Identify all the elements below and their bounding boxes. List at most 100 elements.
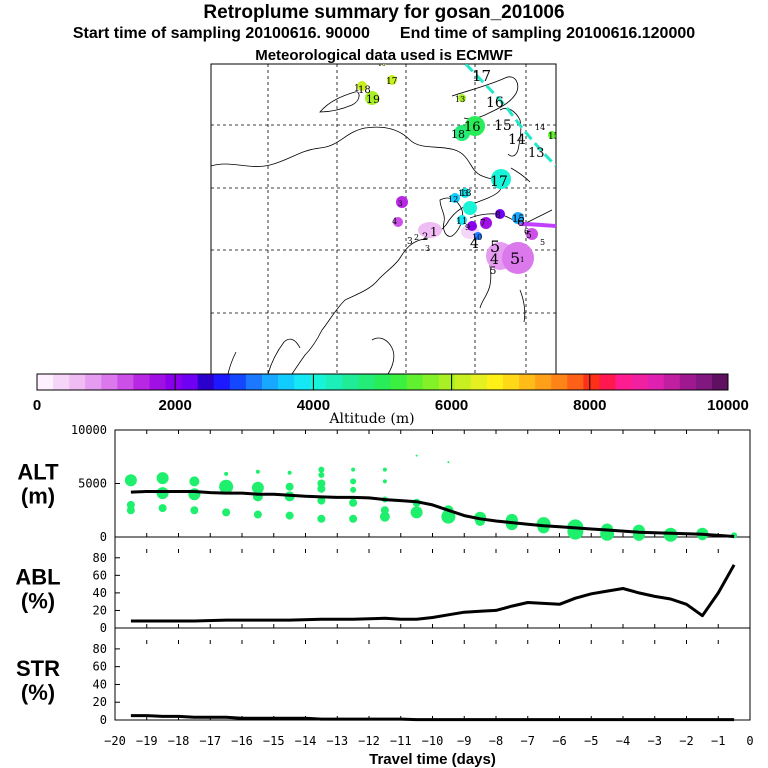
plume-blob: [474, 232, 482, 240]
colorbar-cell: [261, 374, 279, 390]
day-number: 16: [486, 95, 504, 111]
day-number: 14: [535, 123, 545, 132]
colorbar-cell: [69, 374, 86, 390]
day-number: 5: [490, 266, 496, 277]
colorbar-tick-label: 6000: [435, 397, 468, 414]
day-number: 3: [398, 200, 402, 208]
colorbar-cell: [599, 374, 616, 390]
colorbar-cell: [101, 374, 118, 390]
day-number: 19: [366, 93, 380, 106]
day-number: 15: [494, 118, 512, 134]
colorbar-cell: [663, 374, 681, 390]
altitude-colorbar: 0 2000 4000 6000 8000 10000 Altitude (m): [33, 373, 749, 427]
day-number: 12: [448, 195, 458, 204]
panel-abl: ABL(%) 0 20 40 60 80: [15, 549, 751, 635]
colorbar-cells: [37, 374, 729, 390]
colorbar-cell: [229, 374, 247, 390]
day-number: 2: [422, 232, 428, 243]
xtick-label: −13: [326, 734, 348, 748]
day-number: 18: [451, 128, 465, 141]
trajectory-map: 1 18 19 17 16 13 18 16 15 14 13 17 16 15…: [210, 61, 557, 375]
ytick-label: 0: [100, 621, 107, 635]
xtick-label: −19: [136, 734, 158, 748]
series-line: [130, 564, 736, 623]
plume-blob: [393, 217, 403, 227]
day-number: 16: [378, 61, 386, 68]
xtick-label: −8: [489, 734, 503, 748]
colorbar-cell: [117, 374, 134, 390]
plume-blob: [463, 201, 477, 215]
series-line: [130, 714, 735, 722]
x-axis-label: Travel time (days): [369, 751, 496, 768]
colorbar-cell: [583, 374, 600, 390]
day-number: 11: [456, 217, 467, 227]
colorbar-cell: [438, 374, 456, 390]
plume-blob: [495, 209, 505, 219]
plume-blob: [450, 193, 460, 203]
colorbar-cell: [326, 374, 343, 390]
xtick-label: −1: [711, 734, 725, 748]
ytick-label: 10000: [71, 423, 107, 437]
day-number: 14: [508, 132, 526, 148]
plume-point: [126, 506, 135, 515]
xtick-label: −17: [199, 734, 221, 748]
plume-blob: [491, 169, 511, 189]
day-number: 17: [472, 67, 491, 85]
xtick-label: −5: [584, 734, 598, 748]
page-title: Retroplume summary for gosan_201006: [203, 2, 565, 23]
plume-point: [351, 467, 356, 472]
plume-point: [251, 481, 264, 494]
colorbar-tick-label: 4000: [297, 397, 330, 414]
panel-ylabel: (m): [21, 484, 55, 509]
day-number: 3: [407, 237, 413, 247]
day-number: 7: [480, 219, 486, 229]
colorbar-cell: [695, 374, 713, 390]
plume-point: [255, 469, 260, 474]
panels-frame: [114, 429, 751, 721]
series-line: [130, 490, 735, 538]
panel-ylabel: ABL: [15, 565, 60, 590]
xtick-label: −10: [422, 734, 444, 748]
cyan-track: [464, 64, 556, 168]
xtick-label: −3: [648, 734, 662, 748]
day-number: 4: [470, 236, 479, 252]
ytick-label: 0: [100, 530, 107, 544]
day-number: 1: [520, 256, 524, 264]
xtick-label: −6: [552, 734, 566, 748]
colorbar-cell: [165, 374, 183, 390]
day-number: 10: [472, 233, 482, 242]
plume-blob: [387, 75, 397, 85]
colorbar-cell: [149, 374, 166, 390]
plume-blob: [457, 215, 467, 225]
plume-point: [350, 478, 357, 485]
day-number: 9: [465, 223, 470, 232]
plume-point: [287, 470, 292, 475]
plume-point: [317, 496, 326, 505]
plume-point: [441, 509, 456, 524]
xtick-label: −9: [457, 734, 471, 748]
plume-point: [317, 484, 326, 493]
colorbar-label: Altitude (m): [328, 411, 414, 427]
day-number: 8: [495, 211, 501, 221]
colorbar-cell: [679, 374, 697, 390]
plume-point: [447, 461, 450, 464]
met-data-label: Meteorological data used is ECMWF: [255, 47, 513, 64]
start-time-label: Start time of sampling 20100616. 90000: [72, 25, 370, 42]
colorbar-cell: [197, 374, 215, 390]
near-surface-plume: [393, 196, 556, 274]
colorbar-cell: [711, 374, 729, 390]
plume-point: [189, 476, 200, 487]
xtick-label: −15: [263, 734, 285, 748]
day-number: 18: [358, 85, 371, 96]
xtick-label: −7: [521, 734, 535, 748]
panel-ylabel: (%): [21, 589, 55, 614]
colorbar-cell: [631, 374, 649, 390]
ytick-label: 40: [93, 677, 107, 691]
plume-blob: [502, 242, 534, 274]
colorbar-cell: [503, 374, 520, 390]
colorbar-tick-label: 10000: [707, 397, 749, 414]
plume-point: [156, 472, 169, 485]
panel-ylabel: STR: [16, 656, 60, 681]
map-frame: [210, 63, 557, 375]
